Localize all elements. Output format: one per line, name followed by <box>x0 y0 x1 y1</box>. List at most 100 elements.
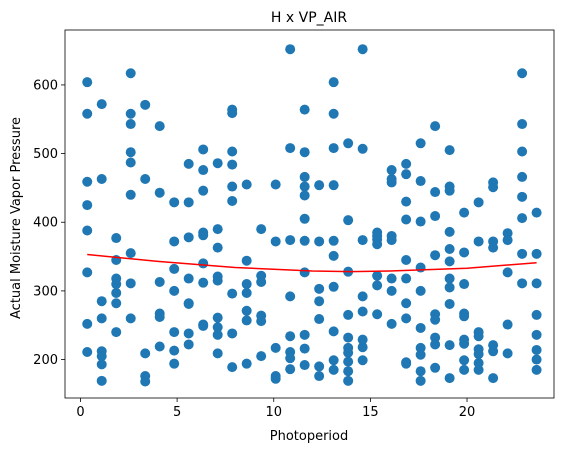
data-point <box>227 362 238 373</box>
data-point <box>96 351 107 362</box>
data-point <box>328 326 339 337</box>
data-point <box>270 373 281 384</box>
data-point <box>430 187 441 198</box>
data-point <box>415 322 426 333</box>
data-point <box>212 329 223 340</box>
data-point <box>111 279 122 290</box>
data-point <box>82 108 93 119</box>
data-point <box>444 273 455 284</box>
data-point <box>125 68 136 79</box>
data-point <box>169 327 180 338</box>
data-point <box>401 158 412 169</box>
data-point <box>299 104 310 115</box>
data-point <box>531 364 542 375</box>
data-point <box>212 158 223 169</box>
data-point <box>314 283 325 294</box>
y-tick-label: 300 <box>33 284 58 299</box>
data-point <box>517 119 528 130</box>
data-point <box>125 278 136 289</box>
data-point <box>502 319 513 330</box>
data-point <box>227 288 238 299</box>
data-point <box>415 342 426 353</box>
data-point <box>125 119 136 130</box>
plot-frame <box>64 29 555 399</box>
axes: 0 5 10 15 20 200 300 400 500 600 <box>33 29 555 420</box>
data-point <box>299 190 310 201</box>
data-point <box>444 373 455 384</box>
data-point <box>459 311 470 322</box>
data-point <box>401 169 412 180</box>
data-point <box>256 224 267 235</box>
data-point <box>227 328 238 339</box>
data-point <box>444 185 455 196</box>
data-point <box>299 235 310 246</box>
data-point <box>459 355 470 366</box>
x-tick-label: 15 <box>362 405 379 420</box>
data-point <box>111 298 122 309</box>
data-point <box>488 373 499 384</box>
data-point <box>82 200 93 211</box>
x-tick-label: 0 <box>76 405 84 420</box>
data-point <box>343 309 354 320</box>
data-point <box>473 236 484 247</box>
data-point <box>241 358 252 369</box>
data-point <box>314 361 325 372</box>
data-point <box>241 287 252 298</box>
data-point <box>444 256 455 267</box>
data-point <box>154 311 165 322</box>
data-point <box>82 318 93 329</box>
data-point <box>357 342 368 353</box>
data-point <box>299 329 310 340</box>
data-point <box>82 225 93 236</box>
data-point <box>183 273 194 284</box>
data-point <box>386 285 397 296</box>
data-point <box>531 309 542 320</box>
data-point <box>473 349 484 360</box>
data-point <box>517 278 528 289</box>
data-point <box>372 270 383 281</box>
data-point <box>314 371 325 382</box>
data-point <box>140 99 151 110</box>
data-point <box>386 177 397 188</box>
data-point <box>488 346 499 357</box>
data-point <box>357 334 368 345</box>
data-point <box>285 331 296 342</box>
x-tick-label: 20 <box>459 405 476 420</box>
data-point <box>111 233 122 244</box>
data-point <box>386 235 397 246</box>
chart-title: H x VP_AIR <box>271 10 347 26</box>
data-point <box>459 279 470 290</box>
data-point <box>169 358 180 369</box>
data-point <box>154 276 165 287</box>
data-point <box>357 44 368 55</box>
data-point <box>459 364 470 375</box>
data-point <box>154 121 165 132</box>
data-point <box>401 196 412 207</box>
data-point <box>415 176 426 187</box>
y-axis-title: Actual Moisture Vapor Pressure <box>9 117 24 319</box>
data-point <box>169 285 180 296</box>
data-point <box>169 263 180 274</box>
data-point <box>256 351 267 362</box>
data-point <box>198 165 209 176</box>
data-point <box>415 216 426 227</box>
data-point <box>473 357 484 368</box>
data-point <box>169 236 180 247</box>
data-point <box>183 232 194 243</box>
data-point <box>285 44 296 55</box>
data-point <box>169 345 180 356</box>
data-point <box>488 182 499 193</box>
data-point <box>227 146 238 157</box>
data-point <box>531 344 542 355</box>
data-point <box>372 309 383 320</box>
data-point <box>198 320 209 331</box>
data-point <box>299 343 310 354</box>
data-point <box>328 355 339 366</box>
data-point <box>270 342 281 353</box>
data-point <box>343 215 354 226</box>
data-point <box>212 322 223 333</box>
data-point <box>154 341 165 352</box>
data-point <box>328 180 339 191</box>
data-point <box>357 235 368 246</box>
